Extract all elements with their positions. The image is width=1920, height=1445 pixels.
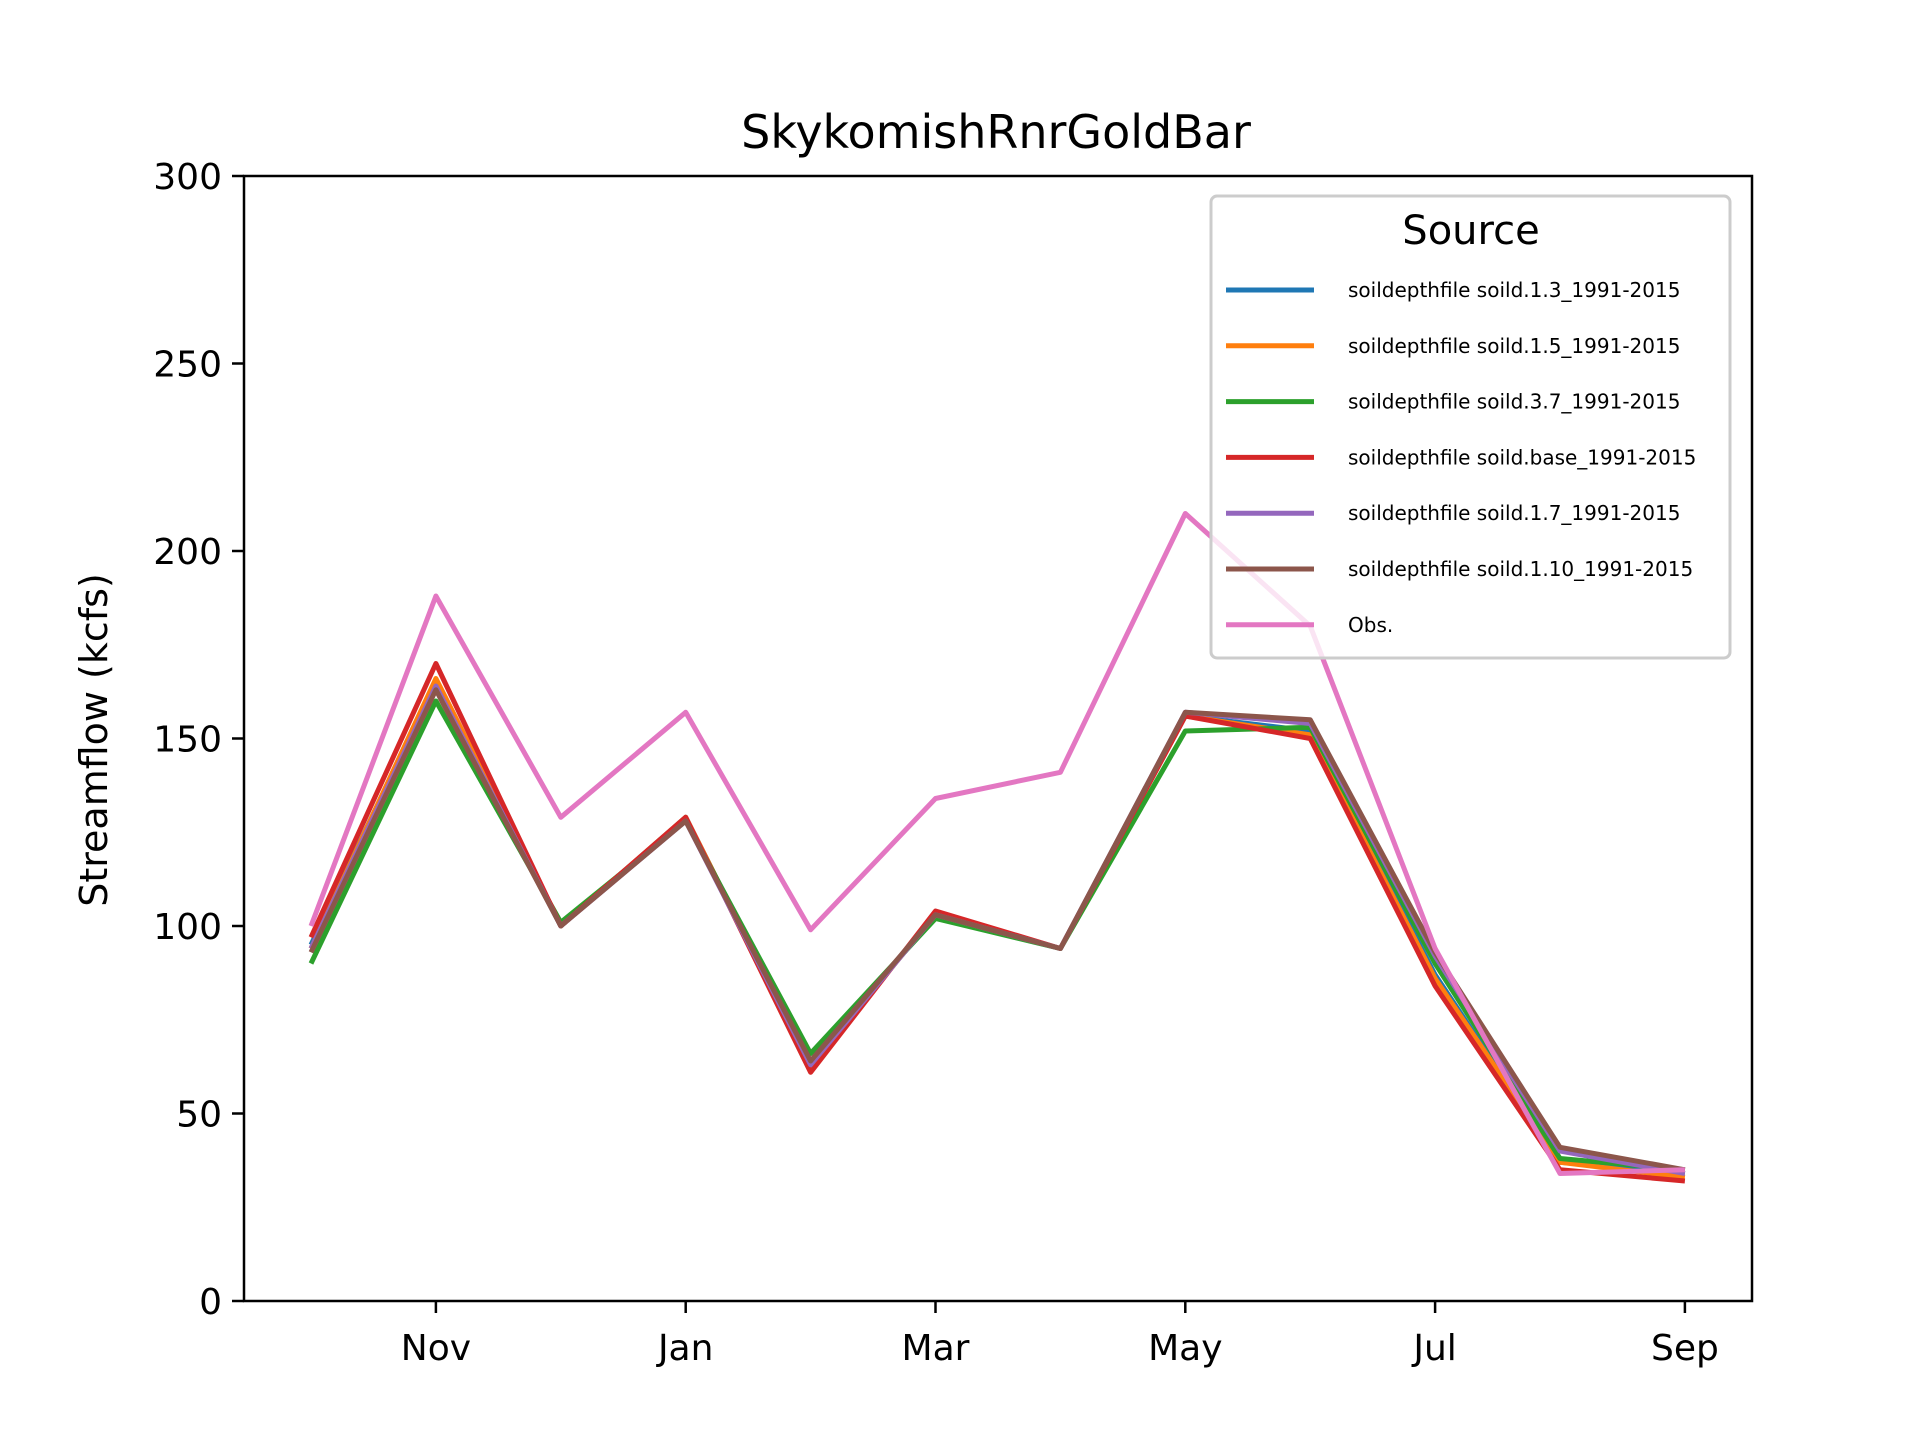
legend: Source soildepthfile soild.1.3_1991-2015… [1209, 194, 1732, 660]
legend-label: soildepthfile soild.1.10_1991-2015 [1348, 557, 1693, 581]
y-tick-label: 0 [199, 1282, 222, 1323]
legend-title: Source [1402, 208, 1539, 254]
chart-title: SkykomishRnrGoldBar [741, 105, 1251, 159]
legend-label: soildepthfile soild.3.7_1991-2015 [1348, 390, 1680, 414]
x-tick-label: Nov [401, 1328, 471, 1369]
y-tick-label: 250 [153, 345, 222, 386]
y-tick-label: 300 [153, 157, 222, 198]
series-line-soildepthfile-soild-1-10-1991-2015 [308, 687, 1686, 1173]
legend-label: soildepthfile soild.base_1991-2015 [1348, 445, 1696, 469]
y-axis: 0 50 100 150 200 250 300 [153, 157, 244, 1323]
legend-items: soildepthfile soild.1.3_1991-2015soildep… [1226, 278, 1696, 637]
x-tick-label: May [1148, 1328, 1222, 1369]
x-tick-label: Jul [1411, 1328, 1456, 1369]
legend-label: Obs. [1348, 613, 1393, 637]
y-tick-label: 100 [153, 907, 222, 948]
legend-box [1209, 194, 1732, 660]
series-layer [308, 511, 1686, 1184]
y-axis-title: Streamflow (kcfs) [72, 573, 116, 907]
legend-label: soildepthfile soild.1.5_1991-2015 [1348, 334, 1680, 358]
x-axis: Nov Jan Mar May Jul Sep [401, 1301, 1719, 1369]
series-line-soildepthfile-soild-3-7-1991-2015 [308, 698, 1686, 1173]
series-line-obs [308, 511, 1685, 1176]
y-tick-label: 50 [176, 1095, 222, 1136]
y-tick-label: 200 [153, 532, 222, 573]
x-tick-label: Sep [1651, 1328, 1719, 1369]
y-tick-label: 150 [153, 720, 222, 761]
legend-label: soildepthfile soild.1.3_1991-2015 [1348, 278, 1680, 302]
x-tick-label: Mar [902, 1328, 970, 1369]
x-tick-label: Jan [656, 1328, 714, 1369]
legend-label: soildepthfile soild.1.7_1991-2015 [1348, 501, 1680, 525]
